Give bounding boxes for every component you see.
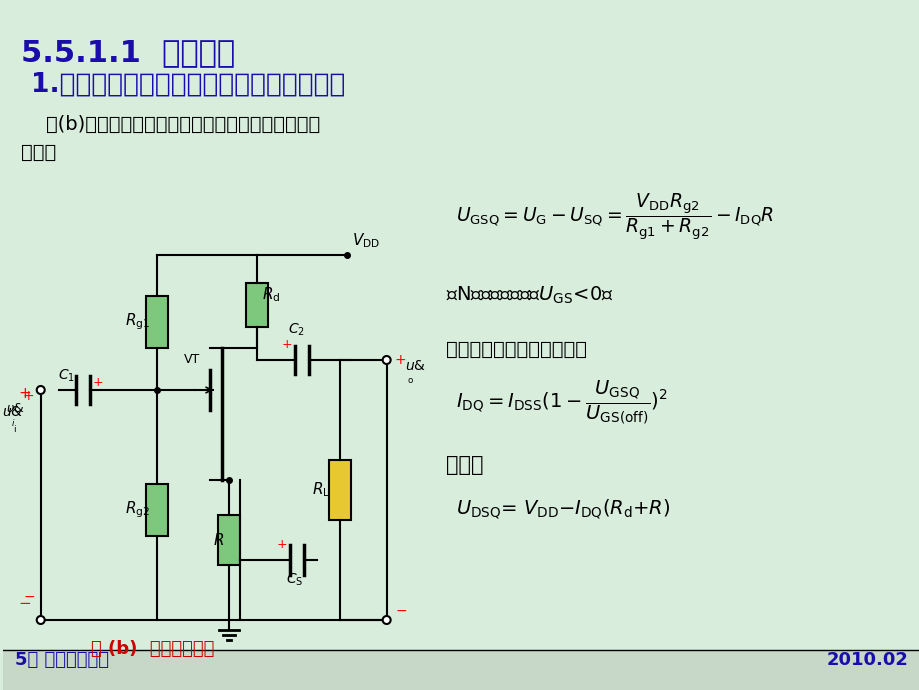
Text: 1.采用耗尽型场效应管放大电路的静态计算: 1.采用耗尽型场效应管放大电路的静态计算	[30, 72, 345, 98]
Text: 图(b)为耗尽型场效应管构成的放大电路。由直流通: 图(b)为耗尽型场效应管构成的放大电路。由直流通	[21, 115, 320, 134]
Text: $C_1$: $C_1$	[58, 368, 74, 384]
Text: $R_{\rm d}$: $R_{\rm d}$	[262, 286, 280, 304]
Bar	[245, 283, 267, 327]
Circle shape	[37, 616, 45, 624]
Text: +: +	[23, 389, 35, 403]
Text: 管压降: 管压降	[446, 455, 483, 475]
Text: VT: VT	[184, 353, 200, 366]
Bar	[146, 296, 168, 348]
Bar	[146, 484, 168, 536]
Text: +: +	[281, 338, 292, 351]
Text: $R$: $R$	[213, 532, 224, 548]
Text: $R_{\rm L}$: $R_{\rm L}$	[312, 481, 330, 500]
Text: $-$: $-$	[23, 589, 35, 603]
Text: $-$: $-$	[394, 603, 406, 617]
Text: +: +	[93, 375, 103, 388]
Text: $_{\rm i}$: $_{\rm i}$	[13, 421, 17, 434]
Bar	[328, 460, 350, 520]
Text: 2010.02: 2010.02	[825, 651, 907, 669]
Text: 路可知: 路可知	[21, 143, 56, 162]
Text: +: +	[394, 353, 406, 367]
Text: $_i$: $_i$	[10, 415, 15, 428]
Text: $U_{\rm DSQ}$= $V_{\rm DD}$$-$$I_{\rm DQ}$$(R_{\rm d}$+$R)$: $U_{\rm DSQ}$= $V_{\rm DD}$$-$$I_{\rm DQ…	[456, 498, 670, 521]
Text: $R_{\rm g1}$: $R_{\rm g1}$	[125, 312, 151, 333]
Text: 对N沟道，一般应使$U_{\rm GS}$<0。: 对N沟道，一般应使$U_{\rm GS}$<0。	[446, 285, 613, 306]
Text: $_{\rm o}$: $_{\rm o}$	[406, 373, 414, 386]
Text: 图 (b)  采用耗尽型管: 图 (b) 采用耗尽型管	[91, 640, 214, 658]
Text: $I_{\rm DQ}=I_{\rm DSS}(1-\dfrac{U_{\rm GSQ}}{U_{\rm GS(off)}})^2$: $I_{\rm DQ}=I_{\rm DSS}(1-\dfrac{U_{\rm …	[456, 378, 667, 426]
Text: $V_{\rm DD}$: $V_{\rm DD}$	[351, 231, 380, 250]
Text: $U_{\rm GSQ}=U_{\rm G}-U_{\rm SQ}=\dfrac{V_{\rm DD}R_{\rm g2}}{R_{\rm g1}+R_{\rm: $U_{\rm GSQ}=U_{\rm G}-U_{\rm SQ}=\dfrac…	[456, 192, 774, 242]
Circle shape	[382, 356, 391, 364]
Text: 5.5.1.1  静态分析: 5.5.1.1 静态分析	[21, 38, 234, 67]
Text: $-$: $-$	[18, 594, 31, 609]
Text: $\upsilon$&: $\upsilon$&	[6, 402, 24, 415]
Text: +: +	[18, 386, 31, 401]
Text: 耗尽型场效应管的漏极电流: 耗尽型场效应管的漏极电流	[446, 340, 587, 359]
Bar	[3, 650, 919, 690]
Circle shape	[37, 386, 45, 394]
Text: $u$&: $u$&	[404, 359, 425, 373]
Text: $C_{\rm S}$: $C_{\rm S}$	[286, 572, 303, 589]
Text: +: +	[277, 538, 288, 551]
Text: $C_2$: $C_2$	[289, 322, 305, 338]
Bar	[218, 515, 240, 565]
Text: $R_{\rm g2}$: $R_{\rm g2}$	[125, 500, 151, 520]
Text: 5章 基本放大电路: 5章 基本放大电路	[15, 651, 108, 669]
Circle shape	[382, 616, 391, 624]
Text: $u$&: $u$&	[2, 405, 23, 419]
